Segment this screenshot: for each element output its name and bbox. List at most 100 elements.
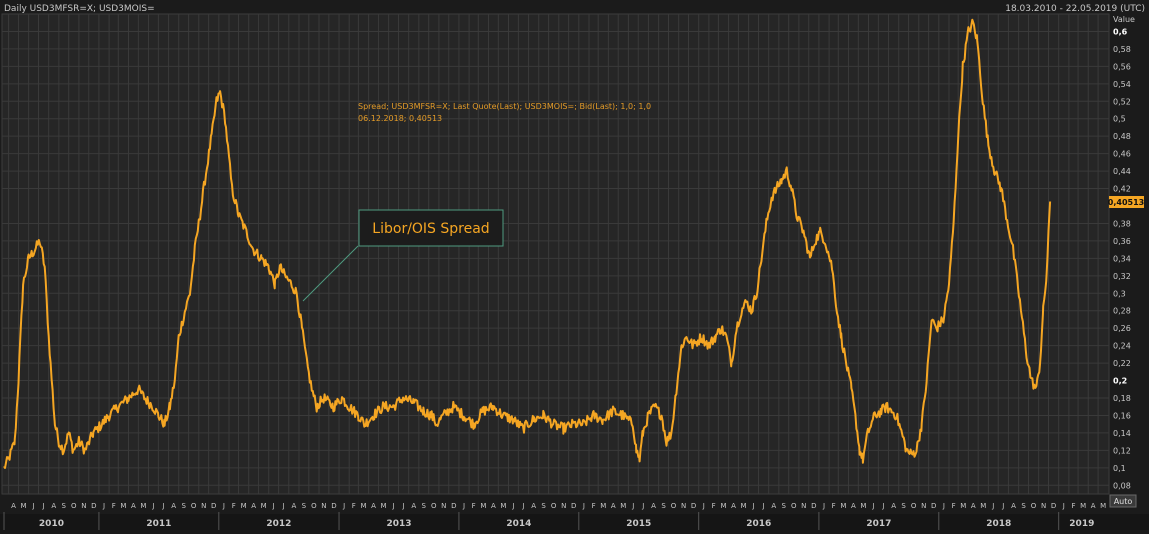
- y-tick-label: 0,28: [1113, 307, 1131, 316]
- auto-scale-button[interactable]: [1109, 494, 1137, 508]
- x-month-label: M: [480, 502, 486, 510]
- x-month-label: J: [1062, 502, 1065, 510]
- x-month-label: S: [302, 502, 307, 510]
- x-month-label: J: [402, 502, 405, 510]
- x-month-label: F: [112, 502, 116, 510]
- y-tick-label: 0,22: [1113, 359, 1131, 368]
- x-month-label: A: [491, 502, 496, 510]
- x-month-label: F: [592, 502, 596, 510]
- x-month-label: O: [551, 502, 557, 510]
- x-year-label: 2016: [746, 519, 771, 529]
- x-month-label: M: [1080, 502, 1086, 510]
- x-month-label: F: [232, 502, 236, 510]
- x-month-label: M: [600, 502, 606, 510]
- y-tick-label: 0,36: [1113, 237, 1131, 246]
- y-tick-label: 0,24: [1113, 342, 1131, 351]
- x-month-label: S: [62, 502, 67, 510]
- x-month-label: M: [120, 502, 126, 510]
- legend-last-value: 06.12.2018; 0,40513: [358, 114, 442, 123]
- x-month-label: A: [411, 502, 416, 510]
- x-month-label: J: [282, 502, 285, 510]
- x-month-label: J: [511, 502, 514, 510]
- x-month-label: J: [582, 502, 585, 510]
- x-month-label: A: [611, 502, 616, 510]
- auto-scale-label: Auto: [1114, 497, 1133, 506]
- x-month-label: O: [71, 502, 77, 510]
- x-month-label: D: [811, 502, 816, 510]
- x-month-label: D: [1051, 502, 1056, 510]
- y-tick-label: 0,6: [1113, 27, 1128, 36]
- x-month-label: M: [21, 502, 27, 510]
- x-month-label: A: [291, 502, 296, 510]
- x-month-label: O: [311, 502, 317, 510]
- annotation-label: Libor/OIS Spread: [372, 221, 489, 237]
- x-month-label: A: [1011, 502, 1016, 510]
- y-tick-label: 0,34: [1113, 254, 1131, 263]
- x-month-label: A: [251, 502, 256, 510]
- x-month-label: N: [801, 502, 806, 510]
- x-month-label: J: [102, 502, 105, 510]
- annotation-box: [358, 209, 504, 247]
- chart-header-right: 18.03.2010 - 22.05.2019 (UTC): [1005, 4, 1145, 14]
- annotation-leader: [302, 245, 359, 302]
- x-month-label: A: [891, 502, 896, 510]
- x-year-label: 2013: [386, 519, 411, 529]
- x-month-label: S: [1021, 502, 1026, 510]
- x-month-label: S: [422, 502, 427, 510]
- x-month-label: A: [131, 502, 136, 510]
- x-year-label: 2015: [626, 519, 651, 529]
- x-year-label: 2019: [1069, 519, 1094, 529]
- x-month-label: M: [360, 502, 366, 510]
- x-month-label: F: [952, 502, 956, 510]
- x-month-label: M: [840, 502, 846, 510]
- x-month-label: J: [222, 502, 225, 510]
- x-month-label: J: [32, 502, 35, 510]
- x-month-label: J: [752, 502, 755, 510]
- x-month-label: N: [681, 502, 686, 510]
- x-month-label: D: [571, 502, 576, 510]
- x-month-label: F: [832, 502, 836, 510]
- x-month-label: J: [942, 502, 945, 510]
- x-month-label: F: [472, 502, 476, 510]
- x-month-label: A: [971, 502, 976, 510]
- x-month-label: A: [771, 502, 776, 510]
- x-month-label: J: [822, 502, 825, 510]
- x-month-label: M: [620, 502, 626, 510]
- y-axis-title: Value: [1113, 15, 1135, 24]
- x-month-label: J: [392, 502, 395, 510]
- y-tick-label: 0,08: [1113, 481, 1131, 490]
- x-month-label: M: [140, 502, 146, 510]
- x-month-label: F: [712, 502, 716, 510]
- x-month-label: A: [371, 502, 376, 510]
- x-month-label: A: [851, 502, 856, 510]
- x-month-label: A: [1091, 502, 1096, 510]
- y-tick-label: 0,1: [1113, 464, 1126, 473]
- x-month-label: J: [641, 502, 644, 510]
- x-month-label: N: [441, 502, 446, 510]
- x-month-label: M: [720, 502, 726, 510]
- y-tick-label: 0,26: [1113, 324, 1131, 333]
- y-tick-label: 0,5: [1113, 115, 1126, 124]
- last-value-label: 0,40513: [1108, 198, 1144, 207]
- y-tick-label: 0,58: [1113, 45, 1131, 54]
- x-month-label: N: [1041, 502, 1046, 510]
- y-tick-label: 0,42: [1113, 185, 1131, 194]
- x-month-label: D: [691, 502, 696, 510]
- x-month-label: J: [521, 502, 524, 510]
- x-month-label: O: [431, 502, 437, 510]
- x-month-label: M: [1100, 502, 1106, 510]
- x-year-label: 2011: [146, 519, 171, 529]
- x-month-label: F: [1071, 502, 1075, 510]
- x-month-label: S: [541, 502, 546, 510]
- x-month-label: J: [991, 502, 994, 510]
- y-tick-label: 0,48: [1113, 132, 1131, 141]
- y-tick-label: 0,16: [1113, 411, 1131, 420]
- x-month-label: J: [462, 502, 465, 510]
- x-month-label: J: [702, 502, 705, 510]
- year-band: [0, 514, 1149, 530]
- x-month-label: S: [901, 502, 906, 510]
- x-month-label: D: [451, 502, 456, 510]
- x-month-label: J: [631, 502, 634, 510]
- y-tick-label: 0,2: [1113, 377, 1127, 386]
